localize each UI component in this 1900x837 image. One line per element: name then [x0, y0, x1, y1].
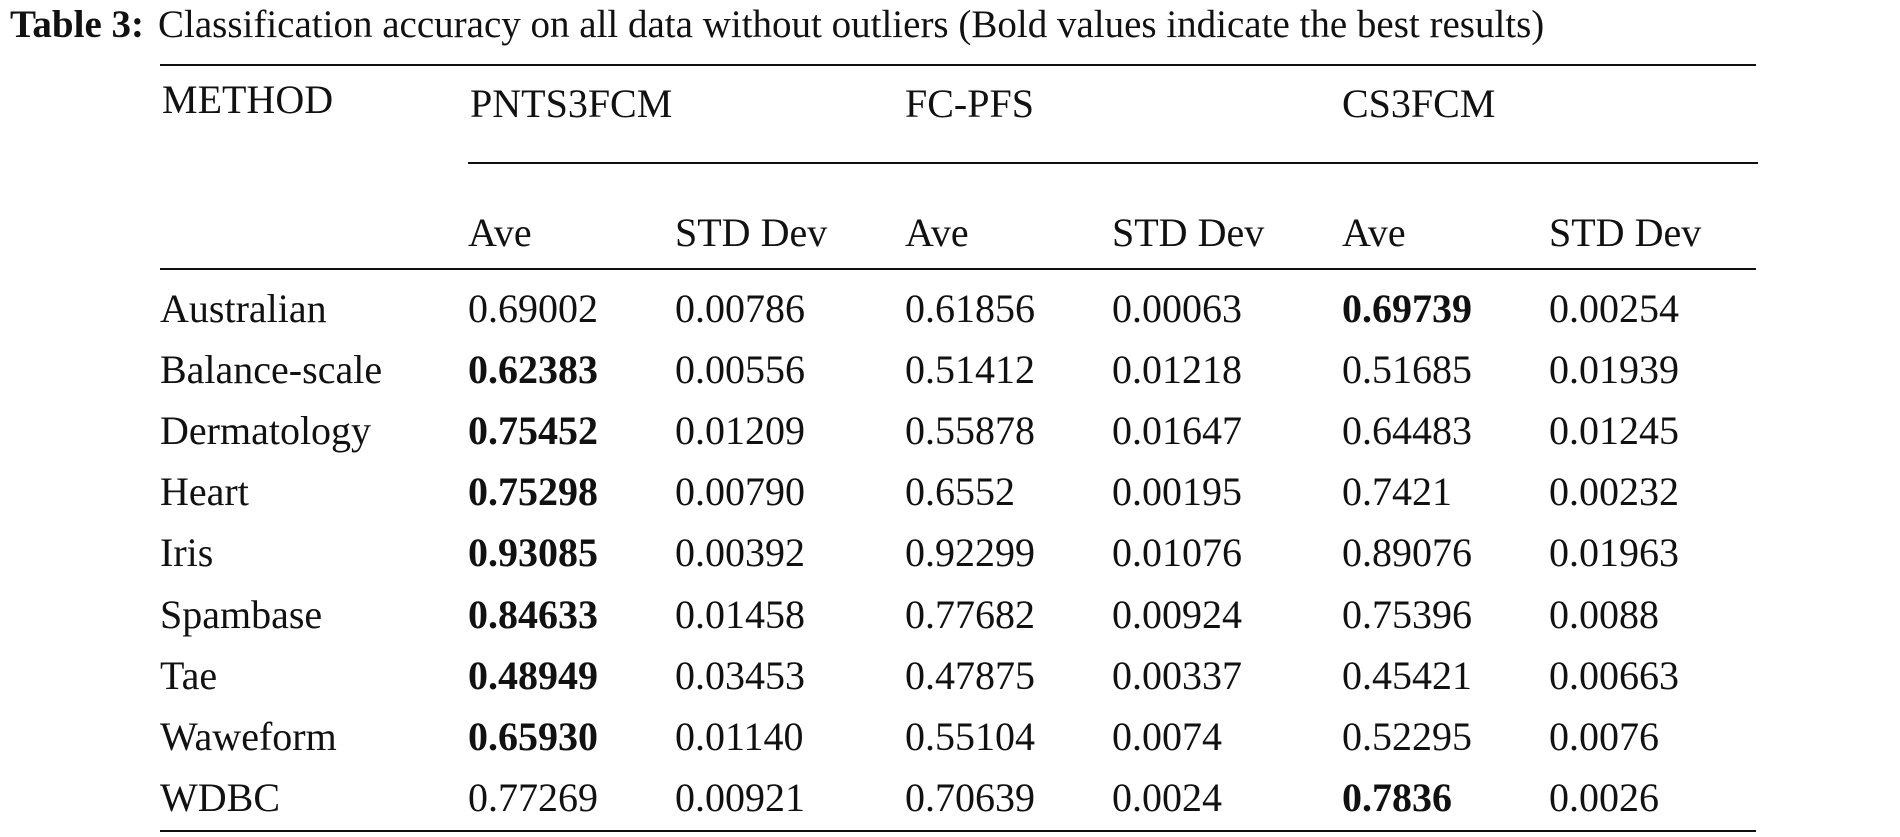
ave-cell: 0.52295	[1342, 714, 1472, 759]
std-dev-cell: 0.00195	[1112, 469, 1242, 514]
dataset-name: Balance-scale	[160, 347, 383, 392]
std-dev-cell: 0.00921	[675, 775, 805, 820]
subheader-std-dev: STD Dev	[1549, 210, 1702, 255]
method-header: METHOD	[162, 77, 334, 122]
group-header-pnts3fcm: PNTS3FCM	[470, 81, 673, 126]
dataset-name: Waweform	[160, 714, 337, 759]
subheader-std-dev: STD Dev	[675, 210, 828, 255]
bottom-rule	[160, 830, 1756, 832]
std-dev-cell: 0.01963	[1549, 530, 1679, 575]
ave-cell: 0.84633	[468, 592, 598, 637]
std-dev-cell: 0.00790	[675, 469, 805, 514]
dataset-name: Australian	[160, 286, 327, 331]
ave-cell: 0.77682	[905, 592, 1035, 637]
ave-cell: 0.61856	[905, 286, 1035, 331]
subheader-ave: Ave	[905, 210, 969, 255]
group-header-cs3fcm: CS3FCM	[1342, 81, 1496, 126]
dataset-name: Heart	[160, 469, 249, 514]
ave-cell: 0.6552	[905, 469, 1015, 514]
ave-cell: 0.55104	[905, 714, 1035, 759]
std-dev-cell: 0.0076	[1549, 714, 1659, 759]
ave-cell: 0.7836	[1342, 775, 1452, 820]
dataset-name: Dermatology	[160, 408, 372, 453]
ave-cell: 0.51412	[905, 347, 1035, 392]
dataset-name: WDBC	[160, 775, 280, 820]
ave-cell: 0.75298	[468, 469, 598, 514]
ave-cell: 0.48949	[468, 653, 598, 698]
std-dev-cell: 0.00924	[1112, 592, 1242, 637]
ave-cell: 0.92299	[905, 530, 1035, 575]
std-dev-cell: 0.00337	[1112, 653, 1242, 698]
ave-cell: 0.47875	[905, 653, 1035, 698]
table-caption: Table 3: Classification accuracy on all d…	[10, 0, 1895, 50]
ave-cell: 0.70639	[905, 775, 1035, 820]
std-dev-cell: 0.01939	[1549, 347, 1679, 392]
subheader-ave: Ave	[468, 210, 532, 255]
dataset-name: Iris	[160, 530, 214, 575]
top-rule	[160, 64, 1756, 66]
std-dev-cell: 0.01076	[1112, 530, 1242, 575]
std-dev-cell: 0.0024	[1112, 775, 1222, 820]
std-dev-cell: 0.01140	[675, 714, 804, 759]
dataset-name: Tae	[160, 653, 218, 698]
ave-cell: 0.89076	[1342, 530, 1472, 575]
ave-cell: 0.64483	[1342, 408, 1472, 453]
std-dev-cell: 0.01458	[675, 592, 805, 637]
std-dev-cell: 0.00232	[1549, 469, 1679, 514]
subheader-std-dev: STD Dev	[1112, 210, 1265, 255]
std-dev-cell: 0.00254	[1549, 286, 1679, 331]
ave-cell: 0.69739	[1342, 286, 1472, 331]
ave-cell: 0.77269	[468, 775, 598, 820]
ave-cell: 0.93085	[468, 530, 598, 575]
ave-cell: 0.75396	[1342, 592, 1472, 637]
std-dev-cell: 0.01245	[1549, 408, 1679, 453]
caption-label: Table 3:	[10, 3, 145, 46]
group-header-fc-pfs: FC-PFS	[905, 81, 1034, 126]
std-dev-cell: 0.01218	[1112, 347, 1242, 392]
ave-cell: 0.62383	[468, 347, 598, 392]
ave-cell: 0.45421	[1342, 653, 1472, 698]
std-dev-cell: 0.01209	[675, 408, 805, 453]
dataset-name: Spambase	[160, 592, 323, 637]
ave-cell: 0.65930	[468, 714, 598, 759]
std-dev-cell: 0.00392	[675, 530, 805, 575]
ave-cell: 0.69002	[468, 286, 598, 331]
group-underline	[468, 162, 1758, 164]
std-dev-cell: 0.00663	[1549, 653, 1679, 698]
std-dev-cell: 0.0074	[1112, 714, 1222, 759]
subheader-ave: Ave	[1342, 210, 1406, 255]
std-dev-cell: 0.0026	[1549, 775, 1659, 820]
caption-text: Classification accuracy on all data with…	[158, 3, 1545, 46]
std-dev-cell: 0.03453	[675, 653, 805, 698]
ave-cell: 0.7421	[1342, 469, 1452, 514]
ave-cell: 0.75452	[468, 408, 598, 453]
header-bottom-rule	[160, 268, 1756, 270]
std-dev-cell: 0.01647	[1112, 408, 1242, 453]
std-dev-cell: 0.0088	[1549, 592, 1659, 637]
std-dev-cell: 0.00556	[675, 347, 805, 392]
ave-cell: 0.55878	[905, 408, 1035, 453]
std-dev-cell: 0.00063	[1112, 286, 1242, 331]
ave-cell: 0.51685	[1342, 347, 1472, 392]
std-dev-cell: 0.00786	[675, 286, 805, 331]
